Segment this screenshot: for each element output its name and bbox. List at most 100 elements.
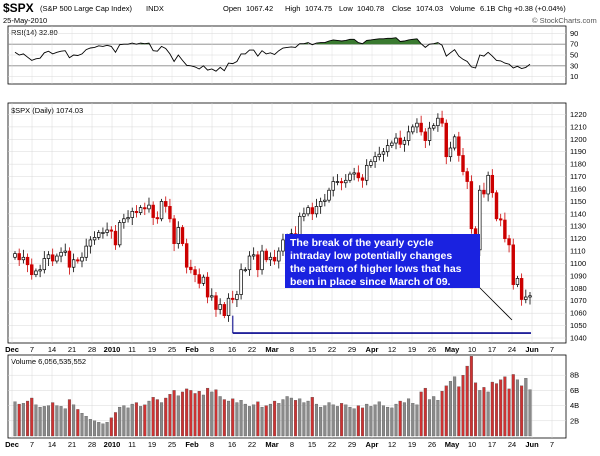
volume-bar xyxy=(210,391,214,437)
candle-body xyxy=(402,140,407,145)
candle-body xyxy=(310,207,314,215)
volume-bar xyxy=(13,401,17,437)
volume-bar xyxy=(113,412,117,437)
x-tick-label: 26 xyxy=(428,345,436,354)
candle-body xyxy=(519,278,524,300)
candle-body xyxy=(323,199,327,202)
x-tick-label: Mar xyxy=(265,440,278,449)
candle-body xyxy=(231,297,235,300)
candle-body xyxy=(218,304,222,310)
candle-body xyxy=(344,179,348,184)
candle-body xyxy=(431,125,436,129)
x-tick-label: Feb xyxy=(185,345,199,354)
x-tick-label: 19 xyxy=(408,345,416,354)
candle-body xyxy=(448,147,453,158)
candle-body xyxy=(469,181,474,230)
volume-bar xyxy=(281,399,285,437)
volume-bar xyxy=(340,403,344,437)
candle-body xyxy=(168,206,172,220)
candle-body xyxy=(138,207,143,213)
x-tick-label: May xyxy=(445,440,460,449)
volume-bar xyxy=(151,397,155,437)
price-ytick: 1210 xyxy=(570,122,587,131)
annotation: The break of the yearly cycle intraday l… xyxy=(285,234,513,321)
x-tick-label: May xyxy=(445,345,460,354)
x-tick-label: 26 xyxy=(428,440,436,449)
candle-body xyxy=(25,256,30,266)
candle-body xyxy=(84,245,88,258)
volume-bar xyxy=(415,404,419,437)
candle-body xyxy=(30,264,34,276)
volume-bar xyxy=(314,403,318,437)
volume-bar xyxy=(386,406,390,437)
x-tick-label: 17 xyxy=(488,345,496,354)
candle-body xyxy=(38,269,42,272)
volume-ytick: 8B xyxy=(570,371,579,380)
volume-value: 6.1B xyxy=(480,4,495,13)
x-tick-label: 28 xyxy=(88,440,96,449)
volume-bar xyxy=(503,376,507,437)
rsi-ytick: 90 xyxy=(570,29,578,38)
volume-bar xyxy=(122,405,126,437)
candle-body xyxy=(63,250,67,253)
candle-body xyxy=(201,276,206,284)
volume-bar xyxy=(348,406,352,437)
volume-bar xyxy=(176,395,180,437)
volume-bar xyxy=(511,374,515,437)
candle-body xyxy=(461,155,465,172)
volume-bar xyxy=(63,408,67,437)
volume-bar xyxy=(344,404,348,437)
chg-value: +0.38 (+0.04%) xyxy=(514,4,566,13)
candle-body xyxy=(352,172,356,175)
brand-label: © StockCharts.com xyxy=(532,16,597,25)
candle-body xyxy=(105,229,109,233)
candle-body xyxy=(511,244,515,285)
candle-body xyxy=(42,258,47,271)
volume-bar xyxy=(277,403,281,437)
volume-bar xyxy=(335,406,339,437)
x-tick-label: 12 xyxy=(388,440,396,449)
volume-bar xyxy=(323,405,327,437)
volume-bar xyxy=(494,383,499,437)
candle-body xyxy=(226,297,231,316)
volume-bar xyxy=(365,403,369,437)
x-tick-label: 19 xyxy=(148,345,156,354)
high-value: 1074.75 xyxy=(305,4,332,13)
volume-bar xyxy=(306,400,310,437)
x-tick-label: 29 xyxy=(348,345,356,354)
volume-bar xyxy=(440,391,444,437)
candle-body xyxy=(515,278,520,285)
price-panel: $SPX (Daily) 1074.03 1220 1210 1200 1190… xyxy=(7,102,587,344)
price-ytick: 1220 xyxy=(570,110,587,119)
x-tick-label: 2010 xyxy=(104,345,121,354)
volume-bar xyxy=(310,397,314,437)
volume-bar xyxy=(428,399,432,437)
high-label: High xyxy=(285,4,300,13)
annotation-line: been in place since March of 09. xyxy=(290,276,451,288)
price-frame xyxy=(7,102,567,344)
x-tick-label: 29 xyxy=(348,440,356,449)
x-tick-label: Apr xyxy=(366,440,379,449)
candle-body xyxy=(507,238,511,246)
x-axis-top: Dec 7 14 21 28 2010 11 19 25 Feb 8 16 22 Mar 8 15 22 29 Ap… xyxy=(5,345,554,354)
rsi-overbought-fill xyxy=(132,37,438,45)
candle-body xyxy=(180,227,185,244)
x-tick-label: Mar xyxy=(265,345,278,354)
annotation-box xyxy=(285,234,480,288)
x-tick-label: 25 xyxy=(168,345,176,354)
candle-body xyxy=(318,201,323,207)
candle-body xyxy=(360,177,365,181)
candle-body xyxy=(482,189,486,195)
annotation-line: the pattern of higher lows that has xyxy=(290,263,462,275)
volume-bar xyxy=(398,400,402,437)
price-ytick: 1130 xyxy=(570,222,586,231)
candle-body xyxy=(306,207,310,215)
volume-bar xyxy=(130,403,134,437)
x-tick-label: 22 xyxy=(248,345,256,354)
candle-body xyxy=(314,206,319,215)
rsi-panel: RSI(14) 32.80 90 70 50 30 10 xyxy=(7,25,578,85)
x-tick-label: Apr xyxy=(366,345,379,354)
volume-bar xyxy=(289,397,293,437)
candle-body xyxy=(256,254,260,271)
